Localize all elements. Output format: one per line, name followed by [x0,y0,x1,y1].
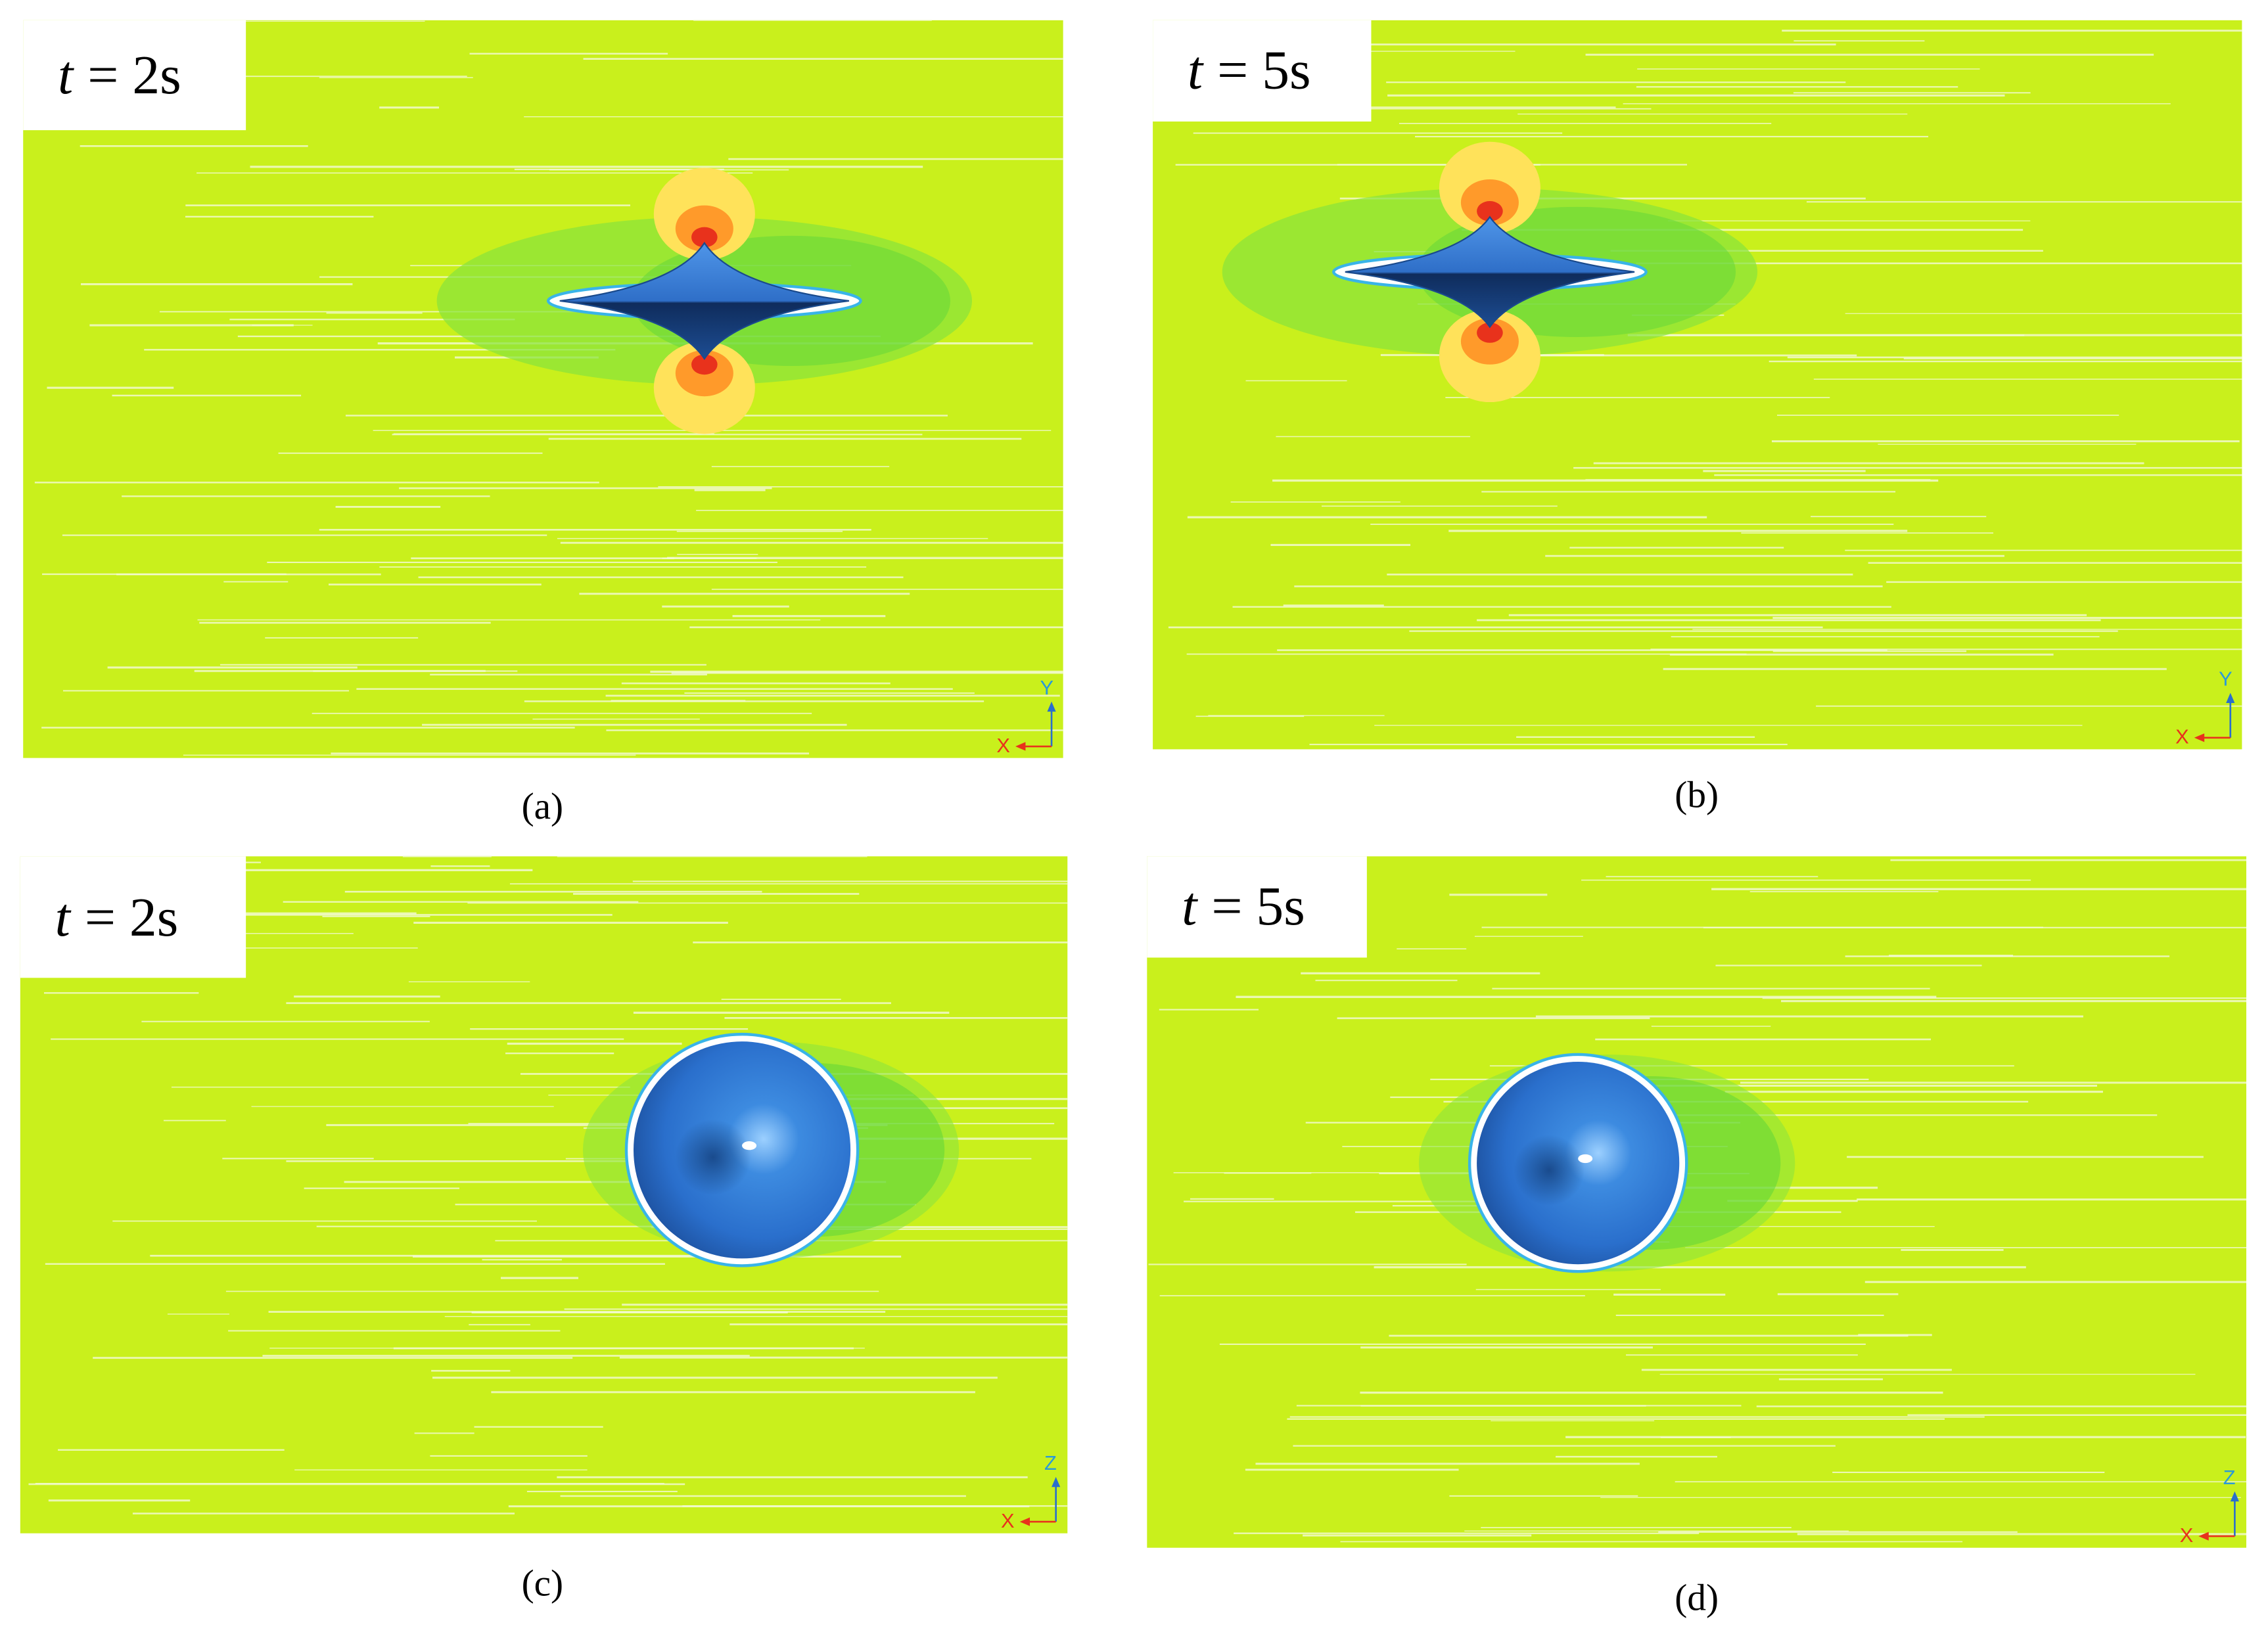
axis-label: Z [1044,1451,1057,1474]
pressure-lobe [1477,322,1503,343]
time-label: t = 2s [55,887,179,948]
panel: t = 5s Y X [1153,20,2242,750]
caption: (b) [1675,774,1719,815]
time-label: t = 5s [1188,40,1311,101]
axis-arrowhead [1019,1517,1030,1526]
time-value: = 2s [87,45,181,106]
axis-arrowhead [1047,701,1056,712]
panel-background [23,20,1063,758]
axis-label: Z [2223,1466,2236,1489]
axis-arrowhead [2226,693,2235,703]
pressure-lobe [691,354,718,375]
sphere-shadow [1514,1135,1585,1206]
time-label: t = 5s [1182,876,1305,937]
axis-label: X [2175,725,2189,748]
time-variable: t [1188,40,1204,101]
axis-arrowhead [2194,733,2205,742]
label-box [1147,856,1367,958]
time-label: t = 2s [58,45,181,106]
caption: (d) [1675,1577,1719,1618]
label-box [23,20,246,131]
time-variable: t [1182,876,1198,937]
pressure-lobe [1477,201,1503,221]
sphere-shadow [675,1119,751,1196]
axis-label: Y [1040,676,1053,699]
caption: (c) [522,1562,564,1604]
axis-label: X [1001,1509,1015,1532]
body [559,241,850,360]
time-value: = 5s [1211,876,1305,937]
axis-label: X [2180,1524,2194,1547]
axis-label: X [996,734,1010,757]
time-value: = 5s [1217,40,1310,101]
label-box [1153,20,1372,122]
body [1345,216,1635,329]
axis-arrowhead [2198,1532,2209,1541]
axis-arrowhead [1015,742,1026,751]
caption: (a) [522,786,564,827]
panel: t = 5s Z X [1147,856,2246,1548]
pressure-lobe [691,227,718,248]
label-box [20,856,246,978]
axis-label: Y [2219,668,2233,691]
axis-arrowhead [1052,1476,1061,1488]
panel: t = 2s Z X [20,855,1068,1534]
panel: t = 2s Y X [23,20,1063,758]
time-value: = 2s [85,887,178,948]
highlight [1578,1154,1593,1164]
panel-background [1153,20,2242,750]
highlight [742,1141,757,1150]
axis-arrowhead [2230,1491,2239,1502]
time-variable: t [58,45,74,106]
time-variable: t [55,887,72,948]
